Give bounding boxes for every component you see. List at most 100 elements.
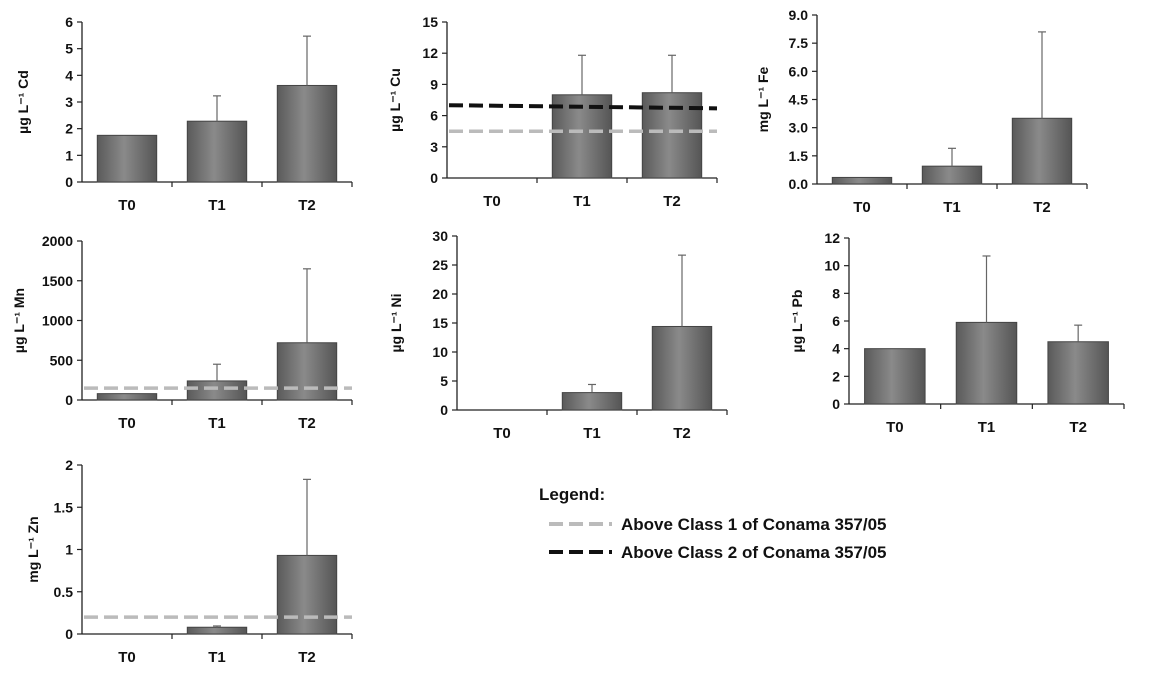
y-tick-label: 1500 <box>42 273 73 289</box>
y-tick-label: 3 <box>430 139 438 155</box>
x-tick-label: T1 <box>208 649 226 666</box>
bar-T0 <box>864 348 926 405</box>
x-tick-label: T2 <box>663 193 681 210</box>
legend-item-label: Above Class 2 of Conama 357/05 <box>621 543 887 562</box>
legend-item-label: Above Class 1 of Conama 357/05 <box>621 515 887 534</box>
x-tick-label: T0 <box>118 197 136 214</box>
chart-panel-2: 0 3 6 9 12 15 T0 T1 T2 µg L⁻¹ Cu <box>387 14 718 210</box>
y-tick-label: 5 <box>440 373 448 389</box>
x-tick-label: T0 <box>483 193 501 210</box>
x-tick-label: T2 <box>298 415 316 432</box>
y-tick-label: 1 <box>65 147 73 163</box>
y-axis-label: mg L⁻¹ Fe <box>755 66 771 132</box>
x-tick-label: T1 <box>978 419 996 436</box>
chart-panel-5: 0 5 10 15 20 25 30 T0 T1 T2 µg L⁻¹ Ni <box>388 228 728 442</box>
y-tick-label: 6 <box>832 313 840 329</box>
y-axis-label: µg L⁻¹ Cd <box>15 70 31 134</box>
y-tick-label: 9.0 <box>789 7 809 23</box>
x-tick-label: T0 <box>853 199 871 216</box>
chart-panel-6: 0 2 4 6 8 10 12 T0 T1 T2 µg L⁻¹ Pb <box>789 230 1125 436</box>
bar-T1 <box>186 380 248 401</box>
x-tick-label: T0 <box>118 649 136 666</box>
bar-T2 <box>641 92 703 179</box>
y-tick-label: 0.5 <box>54 584 74 600</box>
bar-T0 <box>96 393 158 401</box>
y-axis-label: µg L⁻¹ Mn <box>11 288 27 353</box>
x-tick-label: T1 <box>573 193 591 210</box>
y-tick-label: 6 <box>65 14 73 30</box>
y-tick-label: 10 <box>824 258 840 274</box>
bar-T2 <box>276 554 338 635</box>
y-tick-label: 2 <box>65 457 73 473</box>
y-tick-label: 6 <box>430 108 438 124</box>
bar-T1 <box>186 626 248 635</box>
y-tick-label: 0 <box>65 174 73 190</box>
y-tick-label: 6.0 <box>789 63 809 79</box>
y-axis-label: mg L⁻¹ Zn <box>25 516 41 583</box>
y-tick-label: 20 <box>432 286 448 302</box>
y-tick-label: 0 <box>440 402 448 418</box>
bar-T2 <box>651 325 713 411</box>
y-tick-label: 4 <box>832 341 840 357</box>
y-tick-label: 12 <box>824 230 840 246</box>
chart-panel-4: 0 500 1000 1500 2000 T0 T1 T2 µg L⁻¹ Mn <box>11 233 353 432</box>
chart-panel-7: 0 0.5 1 1.5 2 T0 T1 T2 mg L⁻¹ Zn <box>25 457 353 666</box>
y-tick-label: 0 <box>430 170 438 186</box>
y-tick-label: 12 <box>422 45 438 61</box>
y-tick-label: 0 <box>65 392 73 408</box>
y-tick-label: 15 <box>432 315 448 331</box>
y-tick-label: 4 <box>65 67 73 83</box>
bar-T2 <box>1011 117 1073 185</box>
bar-T2 <box>1047 341 1109 405</box>
x-tick-label: T0 <box>886 419 904 436</box>
y-tick-label: 2000 <box>42 233 73 249</box>
bar-T2 <box>276 342 338 401</box>
y-tick-label: 5 <box>65 41 73 57</box>
legend-title: Legend: <box>539 485 605 504</box>
bar-T1 <box>186 120 248 183</box>
y-tick-label: 1000 <box>42 313 73 329</box>
y-axis-label: µg L⁻¹ Cu <box>387 68 403 132</box>
y-tick-label: 1 <box>65 542 73 558</box>
y-tick-label: 3.0 <box>789 120 809 136</box>
y-tick-label: 30 <box>432 228 448 244</box>
x-tick-label: T0 <box>493 425 511 442</box>
x-tick-label: T2 <box>298 649 316 666</box>
x-tick-label: T1 <box>208 197 226 214</box>
y-tick-label: 0 <box>832 396 840 412</box>
y-tick-label: 2 <box>65 121 73 137</box>
y-tick-label: 1.5 <box>789 148 809 164</box>
x-tick-label: T1 <box>943 199 961 216</box>
y-tick-label: 25 <box>432 257 448 273</box>
y-tick-label: 0.0 <box>789 176 809 192</box>
legend: Legend: Above Class 1 of Conama 357/05 Abo… <box>539 485 887 562</box>
bar-T0 <box>831 176 893 185</box>
chart-panel-3: 0.0 1.5 3.0 4.5 6.0 7.5 9.0 T0 T1 T2 mg L⁻¹ Fe <box>755 7 1088 216</box>
bar-T1 <box>561 392 623 411</box>
x-tick-label: T2 <box>1033 199 1051 216</box>
x-tick-label: T1 <box>208 415 226 432</box>
x-tick-label: T2 <box>298 197 316 214</box>
y-tick-label: 4.5 <box>789 92 809 108</box>
threshold-line-class-2 <box>448 103 718 111</box>
y-tick-label: 500 <box>50 352 74 368</box>
y-axis-label: µg L⁻¹ Pb <box>789 290 805 353</box>
y-axis-label: µg L⁻¹ Ni <box>388 293 404 352</box>
bar-T2 <box>276 84 338 183</box>
x-tick-label: T0 <box>118 415 136 432</box>
y-tick-label: 2 <box>832 368 840 384</box>
y-tick-label: 3 <box>65 94 73 110</box>
y-tick-label: 9 <box>430 76 438 92</box>
chart-panel-1: 0 1 2 3 4 5 6 T0 T1 T2 µg L⁻¹ Cd <box>15 14 353 214</box>
bar-T0 <box>96 134 158 183</box>
x-tick-label: T1 <box>583 425 601 442</box>
y-tick-label: 1.5 <box>54 499 74 515</box>
y-tick-label: 7.5 <box>789 35 809 51</box>
y-tick-label: 15 <box>422 14 438 30</box>
bar-T1 <box>955 321 1018 405</box>
y-tick-label: 10 <box>432 344 448 360</box>
x-tick-label: T2 <box>1069 419 1087 436</box>
y-tick-label: 0 <box>65 626 73 642</box>
bar-T1 <box>921 165 983 185</box>
